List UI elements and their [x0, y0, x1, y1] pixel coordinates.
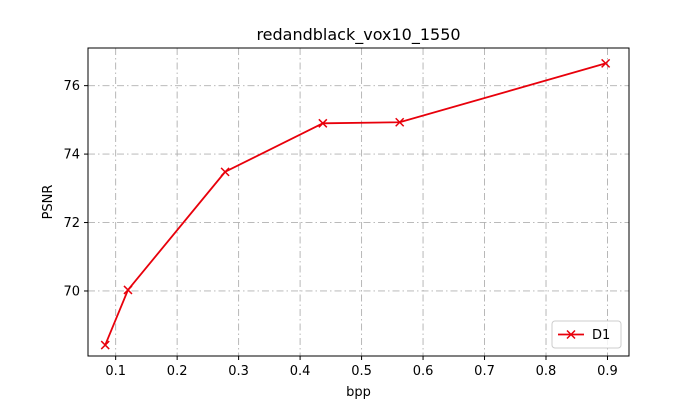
legend-marker	[566, 329, 576, 340]
data-point-marker	[123, 285, 133, 295]
x-tick-label: 0.4	[290, 364, 311, 379]
grid-lines	[88, 48, 629, 356]
legend-label: D1	[592, 328, 610, 343]
series-line-D1	[104, 62, 606, 346]
x-tick-label: 0.6	[413, 364, 434, 379]
legend: D1	[551, 320, 622, 349]
data-point-marker	[601, 58, 611, 68]
x-tick-label: 0.2	[167, 364, 188, 379]
y-tick-label: 74	[63, 148, 80, 163]
x-tick-label: 0.9	[597, 364, 618, 379]
x-tick-label: 0.1	[105, 364, 126, 379]
y-tick-label: 76	[63, 79, 80, 94]
x-tick-label: 0.5	[351, 364, 372, 379]
data-point-marker	[100, 340, 110, 350]
plot-area	[100, 58, 611, 350]
y-axis-label: PSNR	[41, 185, 56, 220]
data-point-marker	[318, 118, 328, 128]
x-tick-label: 0.7	[474, 364, 495, 379]
x-tick-label: 0.3	[228, 364, 249, 379]
plot-frame	[87, 47, 630, 357]
y-tick-label: 72	[63, 216, 80, 231]
data-point-marker	[220, 167, 230, 177]
chart-title: redandblack_vox10_1550	[256, 25, 460, 45]
y-tick-label: 70	[63, 284, 80, 299]
x-axis-label: bpp	[346, 385, 371, 400]
x-tick-label: 0.8	[536, 364, 557, 379]
axis-ticks: 0.1 0.2 0.3 0.4 0.5 0.6 0.7 0.8 0.9 70 72 74 76	[63, 79, 617, 379]
legend-box	[551, 320, 622, 349]
data-point-marker	[395, 117, 405, 127]
